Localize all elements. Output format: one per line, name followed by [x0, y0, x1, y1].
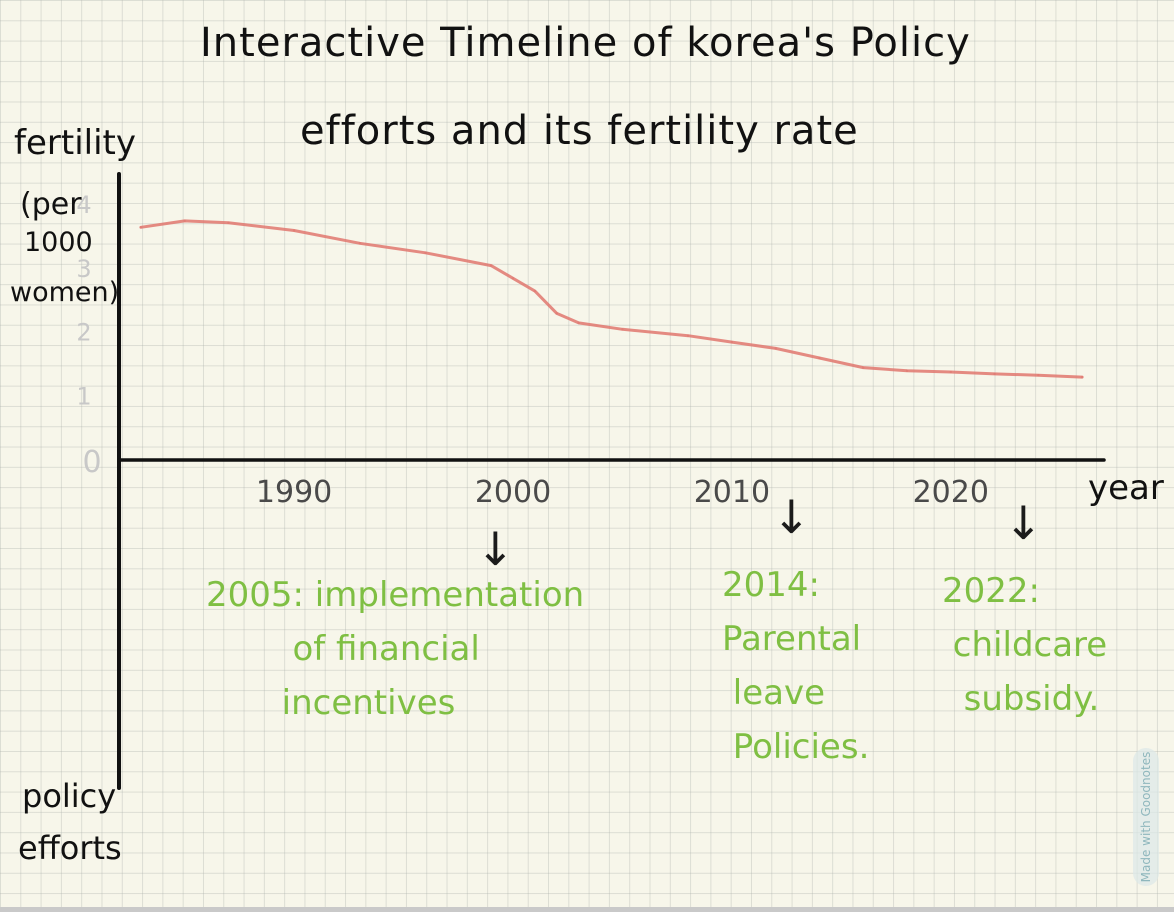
data-point [358, 242, 361, 245]
event-annotation-2022: 2022: childcare subsidy. [942, 571, 1108, 719]
data-point [993, 372, 996, 376]
data-point [730, 340, 734, 344]
data-point [511, 277, 515, 280]
data-point [533, 289, 537, 293]
y-axis-label-line-4: women) [10, 277, 120, 308]
data-point [1037, 374, 1040, 377]
y-axis-label-line-1: fertility [14, 123, 136, 163]
series-group [139, 219, 1084, 379]
event-annotation-2014: 2014: Parental leave Policies. [722, 565, 870, 767]
data-point [621, 328, 624, 331]
data-point [555, 312, 558, 315]
down-arrow-icon: ↓ [476, 522, 515, 576]
data-point-group [139, 219, 1084, 379]
page-bottom-edge [0, 907, 1174, 912]
x-tick-label: 2020 [913, 475, 989, 510]
chart-title-line-2: efforts and its fertility rate [300, 108, 859, 154]
y-tick-label: 0 [82, 445, 101, 480]
data-point [292, 229, 296, 232]
y-tick-label: 2 [76, 319, 91, 347]
data-point [949, 370, 952, 374]
data-point [577, 321, 580, 325]
data-point [818, 356, 821, 360]
data-point [686, 334, 690, 337]
data-point [905, 369, 909, 372]
data-point [1080, 375, 1084, 379]
data-point [862, 366, 865, 369]
policy-axis-label-line-2: efforts [18, 829, 122, 867]
data-point [139, 226, 143, 229]
y-tick-label: 4 [76, 191, 91, 219]
down-arrow-icon: ↓ [772, 490, 811, 544]
watermark-text: Made with Goodnotes [1139, 751, 1153, 883]
data-point [183, 219, 186, 223]
data-point [774, 347, 777, 350]
policy-axis-label-line-1: policy [22, 777, 117, 815]
x-axis-label: year [1088, 468, 1164, 508]
y-tick-label: 1 [76, 382, 91, 410]
y-axis-label-line-2: (per [20, 187, 82, 222]
down-arrow-icon: ↓ [1004, 496, 1043, 550]
y-axis-label-line-3: 1000 [24, 227, 93, 258]
data-point [227, 221, 230, 225]
fertility-series-line [139, 219, 1084, 379]
chart-title-line-1: Interactive Timeline of korea's Policy [200, 20, 971, 66]
data-point [489, 264, 493, 267]
x-tick-label: 1990 [256, 475, 332, 510]
data-point [424, 251, 427, 255]
x-tick-group: 1990 2000 2010 2020 [256, 475, 989, 510]
y-tick-group: 0 1 2 3 4 [76, 191, 101, 480]
x-tick-label: 2000 [475, 475, 551, 510]
y-tick-label: 3 [76, 255, 91, 283]
event-annotation-2005: 2005: implementation of financial incent… [206, 575, 585, 723]
x-tick-label: 2010 [694, 475, 770, 510]
goodnotes-watermark: Made with Goodnotes [1133, 748, 1159, 886]
